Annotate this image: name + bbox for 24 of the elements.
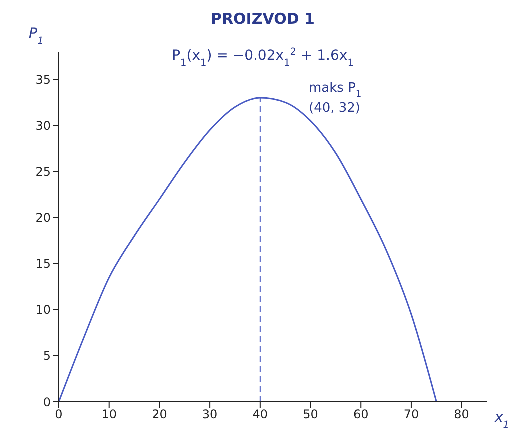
y-tick-label: 0 — [43, 395, 51, 410]
annotation: (40, 32) — [309, 101, 360, 116]
y-tick-label: 20 — [36, 211, 51, 226]
x-tick-label: 70 — [404, 408, 420, 422]
y-tick-label: 25 — [36, 164, 51, 179]
y-tick-label: 10 — [36, 303, 51, 318]
y-tick-label: 5 — [43, 349, 51, 364]
x-axis-title: x$_{1}$ — [494, 410, 510, 430]
x-tick-label: 10 — [102, 408, 117, 422]
text: P$_{1}$(x$_{1}$) = −0.02x$_{1}$$^{2}$ + 1.6x$_{1}$ — [172, 46, 354, 68]
chart-title: PROIZVOD 1 — [211, 10, 315, 28]
annotation: maks P$_{1}$ — [309, 81, 362, 100]
y-tick-label: 15 — [36, 257, 51, 272]
x-tick-label: 0 — [55, 408, 63, 422]
x-tick-label: 60 — [353, 408, 369, 422]
x-tick-label: 20 — [152, 408, 168, 422]
x-tick-label: 30 — [202, 408, 218, 422]
x-tick-label: 40 — [252, 408, 268, 422]
line-series — [59, 97, 438, 402]
y-tick-label: 30 — [36, 118, 51, 133]
y-axis-title: P$_{1}$ — [29, 26, 44, 46]
y-tick-label: 35 — [36, 72, 51, 87]
x-tick-label: 80 — [454, 408, 470, 422]
x-tick-label: 50 — [303, 408, 318, 422]
